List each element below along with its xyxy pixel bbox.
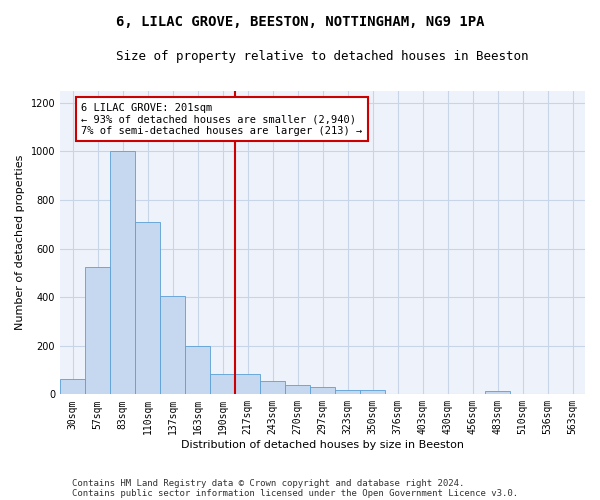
Bar — [160, 296, 185, 394]
Bar — [60, 378, 85, 394]
Text: 6, LILAC GROVE, BEESTON, NOTTINGHAM, NG9 1PA: 6, LILAC GROVE, BEESTON, NOTTINGHAM, NG9… — [116, 15, 484, 29]
X-axis label: Distribution of detached houses by size in Beeston: Distribution of detached houses by size … — [181, 440, 464, 450]
Bar — [185, 346, 210, 395]
Bar — [485, 392, 510, 394]
Bar — [135, 222, 160, 394]
Bar — [110, 152, 135, 394]
Bar — [210, 374, 235, 394]
Text: Contains HM Land Registry data © Crown copyright and database right 2024.: Contains HM Land Registry data © Crown c… — [72, 478, 464, 488]
Title: Size of property relative to detached houses in Beeston: Size of property relative to detached ho… — [116, 50, 529, 63]
Bar — [335, 390, 360, 394]
Bar — [360, 390, 385, 394]
Bar — [260, 381, 285, 394]
Text: 6 LILAC GROVE: 201sqm
← 93% of detached houses are smaller (2,940)
7% of semi-de: 6 LILAC GROVE: 201sqm ← 93% of detached … — [81, 102, 362, 136]
Y-axis label: Number of detached properties: Number of detached properties — [15, 155, 25, 330]
Bar — [85, 266, 110, 394]
Bar — [235, 374, 260, 394]
Text: Contains public sector information licensed under the Open Government Licence v3: Contains public sector information licen… — [72, 488, 518, 498]
Bar — [285, 385, 310, 394]
Bar — [310, 387, 335, 394]
